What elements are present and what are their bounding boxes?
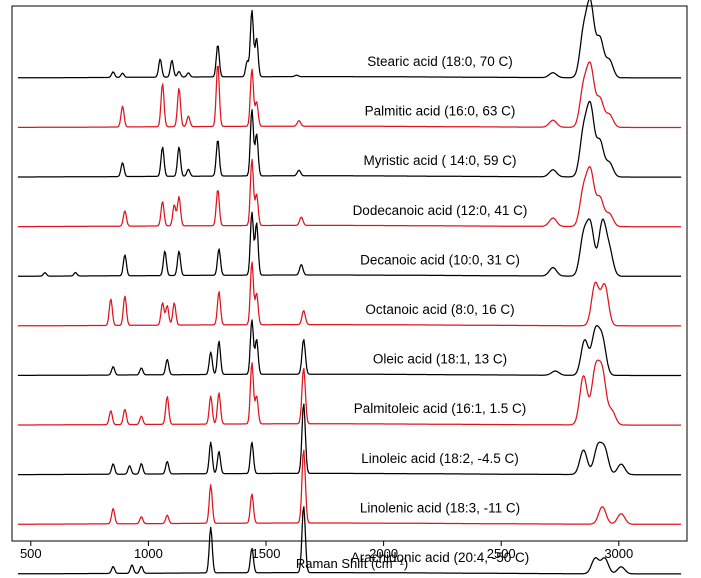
series-label: Palmitic acid (16:0, 63 C): [365, 104, 516, 119]
series-label: Arachidonic acid (20:4, -50 C): [351, 550, 530, 565]
x-tick-label: 500: [20, 546, 42, 561]
series-label-layer: Stearic acid (18:0, 70 C) Palmitic acid (…: [351, 54, 530, 565]
spectrum-line: [17, 403, 682, 476]
series-label: Linoleic acid (18:2, -4.5 C): [361, 451, 519, 466]
spectrum-line: [17, 261, 682, 327]
plot-frame: [11, 5, 688, 542]
x-tick-label: 1500: [252, 546, 281, 561]
spectrum-line: [17, 158, 682, 228]
x-tick-label: 3000: [604, 546, 633, 561]
series-label: Myristic acid ( 14:0, 59 C): [363, 153, 516, 168]
series-layer: [17, 0, 682, 575]
x-tick-label: 1000: [134, 546, 163, 561]
series-label: Linolenic acid (18:3, -11 C): [360, 500, 520, 515]
series-label: Dodecanoic acid (12:0, 41 C): [353, 203, 528, 218]
series-label: Palmitoleic acid (16:1, 1.5 C): [354, 401, 527, 416]
spectrum-line: [17, 61, 682, 129]
spectrum-line: [17, 319, 682, 377]
series-label: Oleic acid (18:1, 13 C): [373, 352, 507, 367]
spectrum-line: [17, 449, 682, 525]
series-label: Octanoic acid (8:0, 16 C): [365, 302, 514, 317]
series-label: Decanoic acid (10:0, 31 C): [360, 252, 520, 267]
x-axis-title: Raman Shift (cm⁻¹): [296, 556, 408, 571]
spectrum-line: [17, 211, 682, 277]
series-label: Stearic acid (18:0, 70 C): [367, 54, 513, 69]
spectrum-line: [17, 100, 682, 178]
x-tick-label: 2500: [487, 546, 516, 561]
spectrum-line: [17, 0, 682, 79]
spectrum-line: [17, 359, 682, 426]
spectrum-line: [17, 506, 682, 575]
x-tick-label: 2000: [369, 546, 398, 561]
x-axis: 500 1000 1500 2000 2500 3000: [20, 541, 633, 561]
